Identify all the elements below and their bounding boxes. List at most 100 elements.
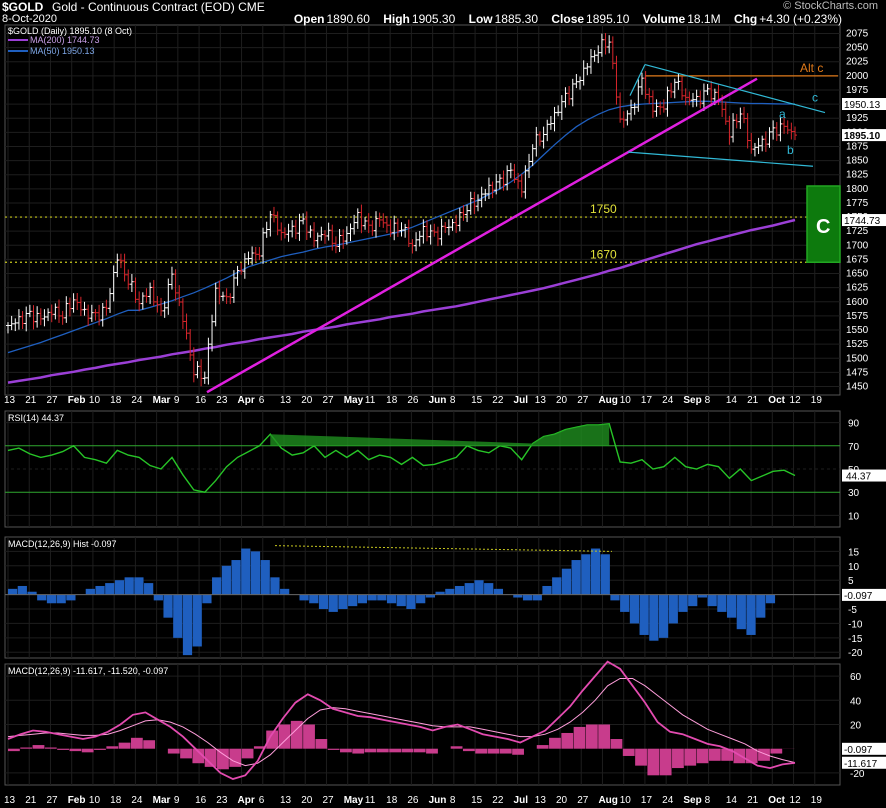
macd-hist-bar (348, 594, 358, 607)
macd-pink-hist-bar (315, 739, 328, 749)
macd-pink-hist-bar (32, 745, 45, 749)
macd-pink-hist-bar (475, 748, 488, 754)
macd-hist-bar (338, 594, 348, 610)
macd-pink-hist-bar (278, 724, 291, 749)
macd-hist-bar (474, 580, 484, 595)
macd-hist-bar (542, 585, 552, 595)
macd-hist-bar (318, 594, 329, 610)
macd-hist-bar (454, 585, 465, 595)
macd-hist-bar (668, 594, 678, 624)
y-tick-label: 1875 (846, 141, 869, 152)
macd-tag: -11.617 (844, 759, 878, 770)
x-tick-label: 21 (747, 795, 759, 806)
macd-hist-bar (280, 588, 290, 595)
x-tick-label: 23 (216, 395, 228, 406)
x-tick-label: Aug (598, 795, 617, 806)
macd-pink-hist-bar (376, 748, 389, 753)
macd-pink-hist-bar (290, 720, 303, 749)
macd-pink-hist-bar (69, 748, 82, 752)
hist-divergence-line (274, 545, 613, 552)
x-tick-label: 10 (620, 795, 632, 806)
hist-tick-label: 15 (848, 547, 860, 558)
open-value: 1890.60 (326, 12, 370, 26)
x-tick-label: 13 (280, 395, 292, 406)
symbol-label: $GOLD (2, 0, 44, 14)
rsi-tick-label: 30 (848, 488, 860, 499)
exchange-label: CME (238, 0, 265, 14)
macd-hist-bar (678, 594, 688, 612)
macd-pink-hist-bar (180, 748, 192, 759)
low-label: Low (468, 12, 493, 26)
macd-hist-bar (571, 560, 581, 595)
x-tick-label: 27 (322, 795, 334, 806)
x-tick-label: 27 (577, 795, 589, 806)
x-tick-label: 9 (174, 795, 180, 806)
x-tick-label: Feb (68, 795, 86, 806)
macd-hist-bar (425, 594, 436, 598)
macd-hist-bar (328, 594, 338, 612)
ohlc-stats: Open 1890.60 High 1905.30 Low 1885.30 Close… (294, 13, 842, 26)
x-tick-label: Aug (598, 395, 617, 406)
x-tick-label: 15 (471, 395, 483, 406)
macd-hist-bar (658, 594, 669, 638)
x-tick-label: 13 (4, 795, 16, 806)
x-tick-label: 22 (492, 795, 504, 806)
x-tick-label: 27 (577, 395, 589, 406)
macd-hist-bar (464, 583, 474, 595)
target-c-box (806, 185, 841, 264)
macd-hist-bar (134, 577, 144, 595)
x-tick-label: 14 (726, 795, 738, 806)
x-tick-label: 8 (450, 395, 456, 406)
macd-hist-bar (182, 594, 193, 656)
macd-hist-bar (697, 594, 708, 598)
macd-pink-hist-bar (81, 748, 94, 753)
price-tag-bg (842, 129, 886, 142)
macd-hist-bar (649, 594, 659, 641)
macd-hist-bar (620, 594, 630, 612)
x-tick-label: 24 (662, 795, 674, 806)
macd-pink-hist-bar (499, 748, 512, 754)
macd-hist-bar (163, 594, 173, 618)
macd-hist-bar (522, 594, 533, 601)
macd-pink-hist-bar (130, 737, 143, 749)
macd-line (7, 660, 796, 780)
rsi-panel-title: RSI(14) 44.37 (8, 413, 64, 423)
macd-pink-hist-bar (389, 748, 401, 753)
hist-tag-bg (842, 588, 886, 601)
price-tag-1950.13: 1950.13 (844, 100, 881, 111)
ma200-legend: MA(200) 1744.73 (30, 35, 100, 45)
y-tick-label: 1775 (846, 198, 869, 209)
macd-tick-label: -20 (850, 769, 865, 780)
level-1670-label: 1670 (590, 247, 617, 261)
macd-hist-bar (746, 594, 756, 635)
macd-hist-bar (765, 594, 776, 604)
hist-tick-label: -15 (848, 634, 863, 645)
macd-hist-bar (37, 594, 47, 601)
y-tick-label: 2050 (846, 43, 869, 54)
y-tick-label: 1800 (846, 184, 869, 195)
panel-frame-hist (4, 536, 841, 659)
x-tick-label: 26 (407, 795, 419, 806)
macd-tag-bg (842, 742, 886, 755)
macd-hist-bar (46, 594, 57, 604)
price-tag-1744.73: 1744.73 (844, 216, 881, 227)
macd-hist-bar (736, 594, 746, 630)
macd-tag-bg (842, 756, 886, 769)
macd-pink-hist-bar (20, 747, 33, 749)
hist-tick-label: 5 (848, 576, 854, 587)
macd-pink-hist-bar (708, 748, 721, 761)
y-tick-label: 1575 (846, 311, 869, 322)
wedge-upper-line (644, 63, 826, 114)
macd-pink-hist-bar (696, 748, 709, 764)
y-tick-label: 1650 (846, 269, 869, 280)
x-tick-label: May (344, 395, 364, 406)
y-tick-label: 2075 (846, 28, 869, 39)
x-tick-label: 14 (726, 395, 738, 406)
macd-pink-hist-bar (118, 742, 131, 749)
macd-hist-bar (416, 594, 426, 604)
support-trendline (206, 77, 758, 394)
macd-pink-hist-bar (635, 748, 647, 766)
macd-hist-bar (17, 585, 27, 595)
macd-hist-bar (532, 594, 542, 601)
price-tag-bg (842, 98, 886, 111)
